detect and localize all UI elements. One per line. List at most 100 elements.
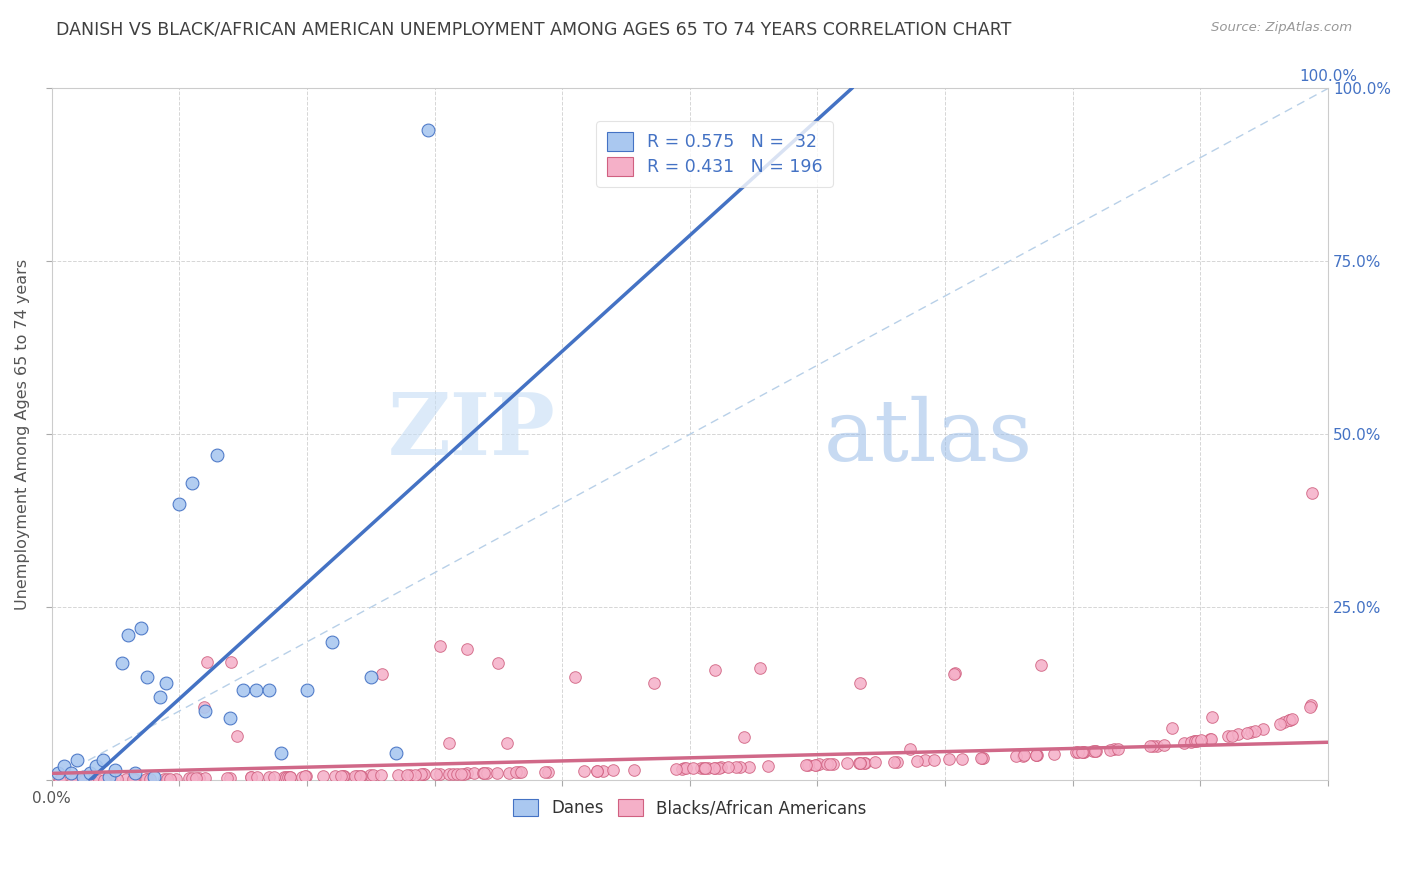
Point <box>496 736 519 750</box>
Point <box>124 772 146 786</box>
Point <box>463 766 485 780</box>
Point <box>1281 712 1303 726</box>
Point <box>1084 744 1107 758</box>
Point <box>848 676 870 690</box>
Legend: Danes, Blacks/African Americans: Danes, Blacks/African Americans <box>506 792 873 824</box>
Point <box>534 764 557 779</box>
Point <box>1071 745 1094 759</box>
Point <box>441 766 464 780</box>
Point <box>849 756 872 770</box>
Point <box>329 769 352 783</box>
Point <box>139 772 162 786</box>
Point <box>413 767 436 781</box>
Point <box>797 757 820 772</box>
Point <box>179 772 201 786</box>
Point <box>135 772 157 786</box>
Point <box>66 753 89 767</box>
Point <box>165 772 187 786</box>
Point <box>429 767 451 781</box>
Point <box>193 699 215 714</box>
Point <box>1029 657 1052 672</box>
Point <box>343 769 366 783</box>
Point <box>257 770 280 784</box>
Point <box>675 761 697 775</box>
Point <box>49 773 72 788</box>
Point <box>942 666 965 681</box>
Point <box>1005 748 1028 763</box>
Point <box>349 768 371 782</box>
Point <box>972 750 994 764</box>
Point <box>73 772 96 787</box>
Point <box>852 756 875 770</box>
Point <box>505 765 527 780</box>
Point <box>291 770 314 784</box>
Point <box>221 655 243 669</box>
Point <box>950 752 973 766</box>
Point <box>1240 724 1263 739</box>
Point <box>1218 729 1240 743</box>
Point <box>217 771 239 785</box>
Point <box>682 761 704 775</box>
Point <box>1180 735 1202 749</box>
Point <box>121 772 143 787</box>
Point <box>807 757 830 772</box>
Point <box>922 753 945 767</box>
Point <box>456 766 478 780</box>
Point <box>136 669 159 683</box>
Point <box>486 656 509 670</box>
Point <box>346 768 368 782</box>
Point <box>273 770 295 784</box>
Point <box>274 770 297 784</box>
Point <box>62 772 84 787</box>
Point <box>574 764 596 778</box>
Point <box>704 761 727 775</box>
Point <box>332 769 354 783</box>
Point <box>93 772 115 787</box>
Point <box>1278 713 1301 727</box>
Point <box>1142 739 1164 753</box>
Point <box>446 766 468 780</box>
Point <box>100 772 122 787</box>
Point <box>117 628 139 642</box>
Point <box>510 765 533 780</box>
Point <box>945 666 967 681</box>
Point <box>53 759 76 773</box>
Point <box>399 767 422 781</box>
Point <box>471 766 494 780</box>
Point <box>66 772 89 787</box>
Point <box>1251 722 1274 736</box>
Point <box>46 766 69 780</box>
Text: ZIP: ZIP <box>388 389 555 473</box>
Point <box>1173 735 1195 749</box>
Point <box>508 765 530 780</box>
Point <box>156 772 179 786</box>
Point <box>848 756 870 770</box>
Point <box>564 670 586 684</box>
Point <box>472 766 495 780</box>
Point <box>453 766 475 780</box>
Point <box>1071 745 1094 759</box>
Point <box>104 763 127 777</box>
Point <box>124 766 146 780</box>
Point <box>689 761 711 775</box>
Point <box>1220 729 1243 743</box>
Point <box>239 770 262 784</box>
Point <box>1244 723 1267 738</box>
Point <box>602 764 624 778</box>
Point <box>129 621 152 635</box>
Point <box>456 641 478 656</box>
Point <box>207 448 229 462</box>
Point <box>585 764 607 778</box>
Point <box>756 759 779 773</box>
Point <box>1025 747 1047 762</box>
Point <box>105 772 128 787</box>
Point <box>970 751 993 765</box>
Point <box>815 757 838 772</box>
Point <box>418 123 440 137</box>
Point <box>537 764 560 779</box>
Point <box>849 756 872 770</box>
Point <box>84 759 107 773</box>
Point <box>703 761 725 775</box>
Point <box>697 761 720 775</box>
Point <box>278 770 301 784</box>
